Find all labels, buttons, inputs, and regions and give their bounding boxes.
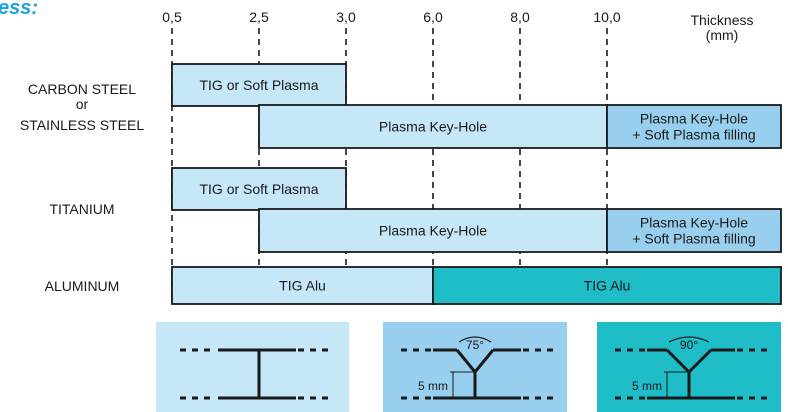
bar-label: Plasma Key-Hole [640, 111, 748, 127]
row-label: CARBON STEEL [28, 81, 136, 97]
angle-label: 90° [680, 338, 698, 352]
x-tick-label: 8,0 [510, 9, 530, 25]
page-title-fragment: ess: [0, 0, 38, 19]
angle-arc [668, 336, 710, 343]
groove-line [687, 348, 713, 374]
bar [171, 63, 347, 107]
groove-line [473, 349, 495, 373]
bar-group: TIG Alu [432, 266, 782, 305]
x-axis-label-line: (mm) [706, 27, 739, 43]
x-axis-ticks: 0,5 2,5 3,0 6,0 8,0 10,0 [162, 9, 621, 25]
bar-group: TIG or Soft Plasma [171, 167, 347, 211]
bar-label: TIG Alu [279, 278, 326, 294]
bar-label: Plasma Key-Hole [379, 223, 487, 239]
x-tick-label: 6,0 [423, 9, 443, 25]
bar-label: + Soft Plasma filling [632, 127, 755, 143]
bar [606, 104, 782, 149]
bar-label: Plasma Key-Hole [379, 119, 487, 135]
bar-group: TIG or Soft Plasma [171, 63, 347, 107]
angle-arc [458, 336, 492, 343]
root-dimension-label: 5 mm [632, 379, 662, 393]
joint-panel-v-groove: 90° 5 mm [597, 322, 781, 412]
x-axis-label: Thickness(mm) [690, 12, 753, 43]
bar-group: Plasma Key-Hole [258, 208, 608, 253]
joint-panel-square-butt [156, 322, 349, 412]
root-dimension-label: 5 mm [418, 379, 448, 393]
joint-panel-v-groove: 75° 5 mm [383, 322, 567, 412]
groove-line [455, 349, 477, 373]
x-tick-label: 10,0 [593, 9, 620, 25]
x-axis-label-line: Thickness [690, 12, 753, 28]
row-label: TITANIUM [49, 201, 114, 217]
bar-label: TIG Alu [584, 278, 631, 294]
joint-panels: 75° 5 mm 90° 5 mm [156, 322, 781, 412]
x-tick-label: 3,0 [336, 9, 356, 25]
bar-group: Plasma Key-Hole [258, 104, 608, 149]
row-label: ALUMINUM [45, 278, 120, 294]
bar [258, 104, 608, 149]
bar [606, 208, 782, 253]
bar-label: Plasma Key-Hole [640, 215, 748, 231]
bar-label: + Soft Plasma filling [632, 231, 755, 247]
bar-group: TIG Alu [171, 266, 434, 305]
bar-group: Plasma Key-Hole+ Soft Plasma filling [606, 104, 782, 149]
bar-label: TIG or Soft Plasma [199, 181, 318, 197]
x-tick-label: 2,5 [249, 9, 269, 25]
bar-label: TIG or Soft Plasma [199, 77, 318, 93]
row-label: or [76, 96, 89, 112]
x-tick-label: 0,5 [162, 9, 182, 25]
bar [171, 167, 347, 211]
bar [432, 266, 782, 305]
groove-line [665, 348, 691, 374]
bar-group: Plasma Key-Hole+ Soft Plasma filling [606, 208, 782, 253]
row-label: STAINLESS STEEL [20, 117, 144, 133]
angle-label: 75° [466, 338, 484, 352]
